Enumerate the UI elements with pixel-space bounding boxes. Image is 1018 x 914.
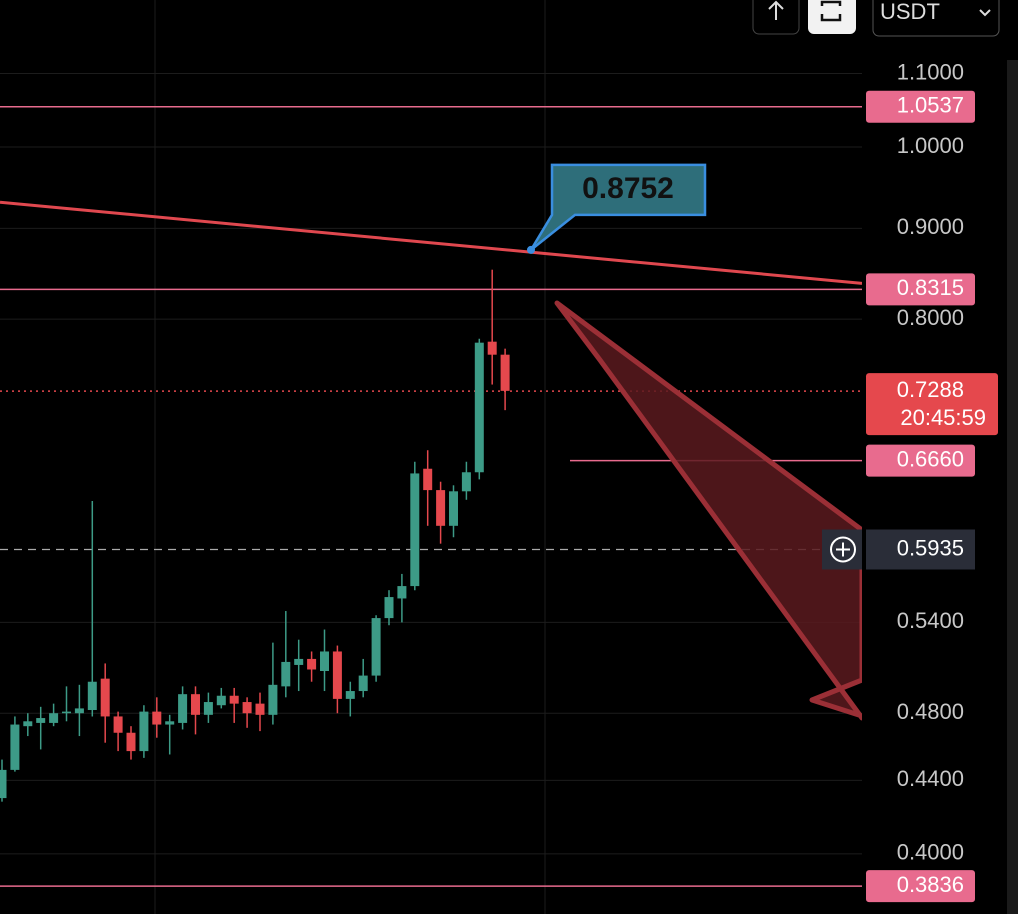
level-badge: [866, 90, 975, 123]
candle-body: [255, 703, 265, 715]
level-label: 1.0537: [897, 93, 964, 118]
candle-body: [397, 586, 407, 599]
countdown: 20:45:59: [900, 405, 986, 430]
callout-label: 0.8752: [582, 172, 674, 205]
candle-body: [74, 708, 84, 714]
candle-body: [384, 597, 394, 619]
y-tick-label: 0.4400: [897, 766, 964, 791]
candle-body: [474, 342, 484, 473]
candle-body: [216, 695, 226, 706]
current-price-badge: [866, 373, 998, 436]
candle-body: [461, 472, 471, 492]
level-label: 0.8315: [897, 275, 964, 300]
candle-body: [500, 354, 510, 391]
candle-body: [87, 681, 97, 711]
level-badge: [866, 444, 975, 477]
candle-body: [449, 491, 458, 526]
y-tick-label: 1.1000: [897, 59, 964, 84]
candle-body: [152, 711, 162, 725]
candle-body: [191, 694, 200, 715]
crosshair-badge: [866, 529, 975, 570]
candle-body: [49, 713, 59, 723]
candle-body: [23, 721, 33, 727]
crosshair-label: 0.5935: [897, 535, 964, 560]
candle-body: [229, 695, 239, 704]
candle-body: [100, 678, 110, 717]
candle-body: [307, 658, 317, 670]
level-badge: [866, 870, 975, 903]
candle-body: [10, 724, 20, 770]
currency-label: USDT: [880, 0, 940, 24]
candle-body: [358, 675, 368, 692]
candle-body: [487, 341, 497, 355]
candle-body: [345, 691, 355, 699]
candle-body: [165, 721, 175, 725]
candle-body: [410, 473, 420, 587]
y-tick-label: 0.9000: [897, 214, 964, 239]
add-icon: [830, 536, 856, 563]
candle-body: [242, 702, 252, 714]
candle-body: [436, 490, 446, 526]
candle-body: [281, 661, 291, 687]
level-badge: [866, 273, 975, 306]
candle-body: [320, 651, 329, 672]
candle-body: [294, 658, 304, 665]
y-tick-label: 1.0000: [897, 133, 964, 158]
candle-body: [126, 732, 136, 752]
currency-select[interactable]: [872, 0, 1000, 37]
y-tick-label: 0.8000: [897, 305, 964, 330]
candle-body: [139, 711, 149, 752]
candle-body: [268, 684, 278, 715]
candle-body: [423, 468, 433, 491]
level-label: 0.6660: [897, 446, 964, 471]
candle-body: [203, 702, 213, 715]
candle-body: [36, 718, 46, 723]
y-tick-label: 0.4800: [897, 699, 964, 724]
candle-body: [332, 651, 342, 699]
y-tick-label: 0.4000: [897, 840, 964, 865]
candle-body: [178, 694, 188, 723]
current-price-label: 0.7288: [897, 377, 964, 402]
screenshot-icon: [820, 0, 842, 22]
dropdown-icon: [979, 9, 991, 17]
y-tick-label: 0.5400: [897, 608, 964, 633]
candle-body: [62, 711, 71, 714]
scrollbar: [1007, 60, 1018, 914]
screenshot-button[interactable]: [808, 0, 856, 34]
candle-body: [113, 716, 123, 733]
up-icon: [768, 0, 784, 20]
add-icon: [836, 542, 850, 557]
trendline: [0, 200, 863, 285]
candle-body: [371, 618, 381, 676]
level-label: 0.3836: [897, 872, 964, 897]
callout: [529, 163, 707, 251]
candle-body: [0, 769, 7, 799]
